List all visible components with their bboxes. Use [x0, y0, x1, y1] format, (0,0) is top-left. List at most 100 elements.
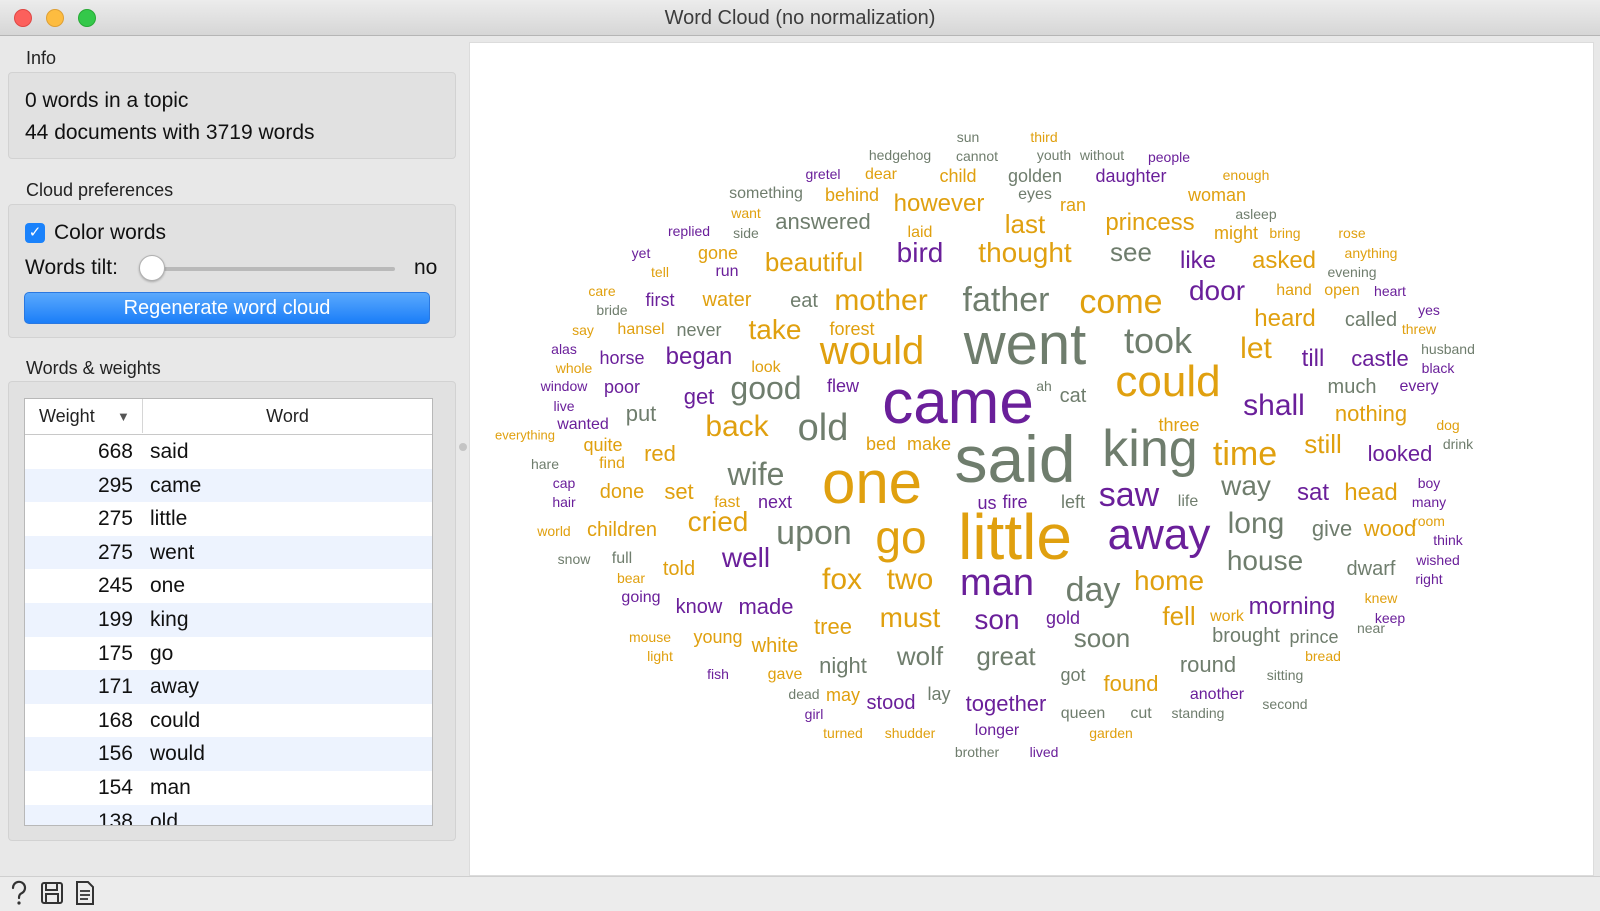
cloud-word[interactable]: cap: [552, 475, 576, 491]
cloud-word[interactable]: asleep: [1235, 206, 1277, 222]
question-icon[interactable]: [8, 880, 30, 906]
cloud-word[interactable]: work: [1210, 608, 1244, 625]
cloud-word[interactable]: eat: [790, 290, 818, 312]
cloud-word[interactable]: evening: [1327, 264, 1377, 280]
cloud-word[interactable]: upon: [776, 514, 852, 552]
cloud-word[interactable]: princess: [1105, 209, 1195, 236]
cloud-word[interactable]: away: [1107, 510, 1211, 559]
cloud-word[interactable]: castle: [1351, 346, 1409, 371]
cloud-word[interactable]: queen: [1060, 705, 1106, 722]
cloud-word[interactable]: right: [1415, 571, 1443, 587]
cloud-word[interactable]: care: [588, 283, 616, 299]
cloud-word[interactable]: got: [1060, 665, 1086, 685]
cloud-word[interactable]: children: [586, 519, 658, 541]
cloud-word[interactable]: anything: [1344, 245, 1398, 261]
cloud-word[interactable]: keep: [1374, 610, 1406, 626]
words-tilt-slider-thumb[interactable]: [139, 255, 165, 281]
cloud-word[interactable]: asked: [1251, 247, 1317, 274]
cloud-word[interactable]: good: [730, 370, 802, 406]
cloud-word[interactable]: want: [731, 205, 761, 221]
cloud-word[interactable]: would: [819, 329, 925, 373]
cloud-word[interactable]: might: [1213, 223, 1259, 243]
cloud-word[interactable]: threw: [1401, 321, 1437, 337]
cloud-word[interactable]: know: [675, 596, 723, 618]
cloud-word[interactable]: youth: [1036, 147, 1072, 163]
cloud-word[interactable]: hand: [1276, 282, 1312, 299]
cloud-word[interactable]: till: [1301, 345, 1325, 372]
cloud-word[interactable]: window: [540, 378, 588, 394]
cloud-word[interactable]: cannot: [955, 148, 999, 164]
cloud-word[interactable]: gold: [1045, 608, 1081, 628]
cloud-word[interactable]: alas: [551, 341, 577, 357]
cloud-word[interactable]: put: [625, 401, 657, 426]
cloud-word[interactable]: fire: [1002, 492, 1028, 512]
cloud-word[interactable]: took: [1123, 320, 1193, 361]
cloud-word[interactable]: horse: [599, 348, 645, 368]
cloud-word[interactable]: second: [1262, 696, 1308, 712]
cloud-word[interactable]: golden: [1007, 166, 1063, 186]
cloud-word[interactable]: bed: [865, 434, 897, 454]
cloud-word[interactable]: dear: [864, 166, 898, 183]
table-row[interactable]: 168 could: [25, 704, 432, 738]
cloud-word[interactable]: dead: [788, 686, 820, 702]
cloud-word[interactable]: done: [599, 481, 645, 503]
cloud-word[interactable]: bride: [596, 302, 628, 318]
cloud-word[interactable]: two: [886, 563, 934, 596]
cloud-word[interactable]: bring: [1269, 225, 1301, 241]
cloud-word[interactable]: called: [1344, 309, 1398, 331]
color-words-row[interactable]: ✓ Color words: [25, 221, 166, 245]
cloud-word[interactable]: go: [875, 511, 927, 563]
table-row[interactable]: 154 man: [25, 771, 432, 805]
cloud-word[interactable]: hare: [530, 456, 560, 472]
cloud-word[interactable]: must: [879, 602, 941, 633]
cloud-word[interactable]: head: [1344, 479, 1398, 506]
cloud-word[interactable]: together: [965, 691, 1047, 716]
cloud-word[interactable]: cried: [687, 506, 749, 537]
cloud-word[interactable]: last: [1004, 209, 1046, 239]
cloud-word[interactable]: us: [977, 493, 997, 513]
cloud-word[interactable]: ah: [1036, 378, 1052, 394]
cloud-word[interactable]: came: [882, 368, 1034, 437]
cloud-word[interactable]: standing: [1171, 705, 1225, 721]
cloud-word[interactable]: fish: [707, 666, 729, 682]
cloud-word[interactable]: world: [537, 523, 571, 539]
maximize-window-button[interactable]: [78, 9, 96, 27]
word-column-header[interactable]: Word: [266, 406, 309, 426]
cloud-word[interactable]: look: [751, 359, 781, 376]
cloud-word[interactable]: wife: [727, 456, 785, 492]
cloud-word[interactable]: wolf: [896, 641, 944, 671]
cloud-word[interactable]: fell: [1162, 601, 1196, 631]
cloud-word[interactable]: dwarf: [1346, 558, 1396, 580]
cloud-word[interactable]: sun: [956, 129, 980, 145]
cloud-word[interactable]: sitting: [1266, 667, 1304, 683]
report-icon[interactable]: [74, 880, 96, 906]
cloud-word[interactable]: wood: [1363, 516, 1417, 541]
cloud-word[interactable]: flew: [826, 376, 860, 396]
cloud-word[interactable]: woman: [1187, 185, 1247, 205]
cloud-word[interactable]: shudder: [884, 725, 936, 741]
splitter-handle[interactable]: [459, 443, 467, 451]
cloud-word[interactable]: mother: [834, 284, 928, 317]
cloud-word[interactable]: made: [738, 594, 794, 619]
words-tilt-slider-track[interactable]: [147, 267, 395, 271]
cloud-word[interactable]: get: [683, 384, 715, 409]
cloud-word[interactable]: may: [825, 685, 861, 705]
cloud-word[interactable]: answered: [775, 209, 871, 234]
cloud-word[interactable]: let: [1240, 332, 1272, 365]
cloud-word[interactable]: poor: [603, 377, 641, 397]
cloud-word[interactable]: come: [1079, 283, 1163, 321]
cloud-word[interactable]: behind: [824, 185, 880, 205]
cloud-word[interactable]: back: [705, 410, 769, 443]
cloud-word[interactable]: light: [647, 648, 673, 664]
cloud-word[interactable]: ran: [1059, 195, 1087, 215]
cloud-word[interactable]: people: [1147, 149, 1191, 165]
table-row[interactable]: 295 came: [25, 468, 432, 503]
cloud-word[interactable]: cat: [1059, 385, 1087, 407]
cloud-word[interactable]: door: [1188, 275, 1246, 306]
cloud-word[interactable]: lived: [1029, 744, 1059, 760]
cloud-word[interactable]: whole: [555, 360, 593, 376]
cloud-word[interactable]: could: [1115, 357, 1221, 406]
cloud-word[interactable]: much: [1327, 376, 1377, 398]
cloud-word[interactable]: still: [1304, 429, 1342, 459]
cloud-word[interactable]: bear: [616, 570, 646, 586]
